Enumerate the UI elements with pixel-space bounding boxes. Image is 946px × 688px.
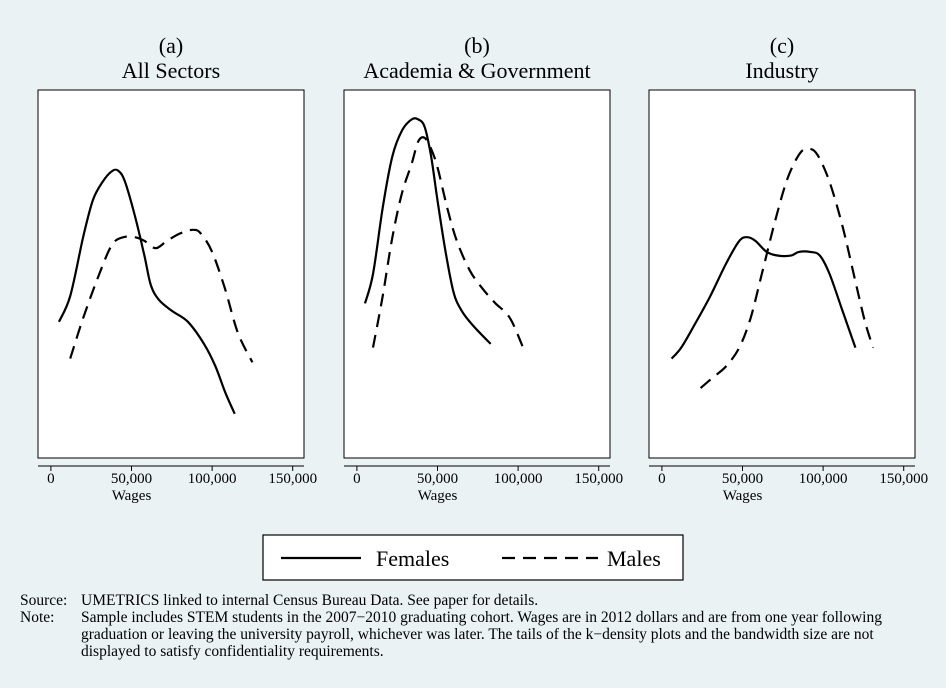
chart-panel-2: (b)Academia & Government 0 50,000 100,000 15… <box>343 33 623 504</box>
legend-label-males: Males <box>607 546 661 571</box>
figure-notes: Source: UMETRICS linked to internal Cens… <box>20 592 935 660</box>
x-axis-title: Wages <box>112 488 152 504</box>
x-tick-label: 0 <box>47 471 55 487</box>
chart-panel-3: (c)Industry 0 50,000 100,000 150,000 Wages <box>648 33 928 504</box>
series-males-line <box>69 228 254 363</box>
x-tick-label: 100,000 <box>799 471 848 487</box>
note-text: Sample includes STEM students in the 200… <box>81 609 882 660</box>
x-axis-title: Wages <box>723 488 763 504</box>
plot-area <box>343 89 611 459</box>
x-tick-label: 150,000 <box>268 471 317 487</box>
x-tick-label: 150,000 <box>879 471 928 487</box>
x-tick-label: 100,000 <box>188 471 237 487</box>
source-note: Source: UMETRICS linked to internal Cens… <box>20 592 935 609</box>
panel-title: (a) <box>159 33 183 58</box>
note: Note: Sample includes STEM students in t… <box>20 609 935 660</box>
panel-title: (c) <box>770 33 794 58</box>
x-tick-label: 0 <box>658 471 666 487</box>
series-females-line <box>57 168 236 415</box>
panel-subtitle: Industry <box>745 58 818 83</box>
series-females-line <box>363 117 492 345</box>
chart-panel-1: (a)All Sectors 0 50,000 100,000 150,000 Wages <box>37 33 317 504</box>
x-tick-label: 50,000 <box>417 471 458 487</box>
x-tick-label: 0 <box>353 471 361 487</box>
plot-area <box>648 89 916 459</box>
panel-subtitle: All Sectors <box>122 58 220 83</box>
legend-label-females: Females <box>376 546 449 571</box>
source-label: Source: <box>20 592 68 609</box>
series-males-line <box>371 136 526 352</box>
panel-subtitle: Academia & Government <box>363 58 590 83</box>
x-tick-label: 150,000 <box>574 471 623 487</box>
series-males-line <box>699 147 875 389</box>
x-tick-label: 50,000 <box>722 471 763 487</box>
plot-area <box>37 89 305 459</box>
x-tick-label: 50,000 <box>111 471 152 487</box>
x-axis-title: Wages <box>418 488 458 504</box>
note-label: Note: <box>20 609 55 626</box>
panel-title: (b) <box>464 33 490 58</box>
x-tick-label: 100,000 <box>494 471 543 487</box>
source-text: UMETRICS linked to internal Census Burea… <box>81 592 539 609</box>
legend: Females Males <box>262 534 684 581</box>
panels: (a)All Sectors 0 50,000 100,000 150,000 Wages… <box>37 33 928 504</box>
